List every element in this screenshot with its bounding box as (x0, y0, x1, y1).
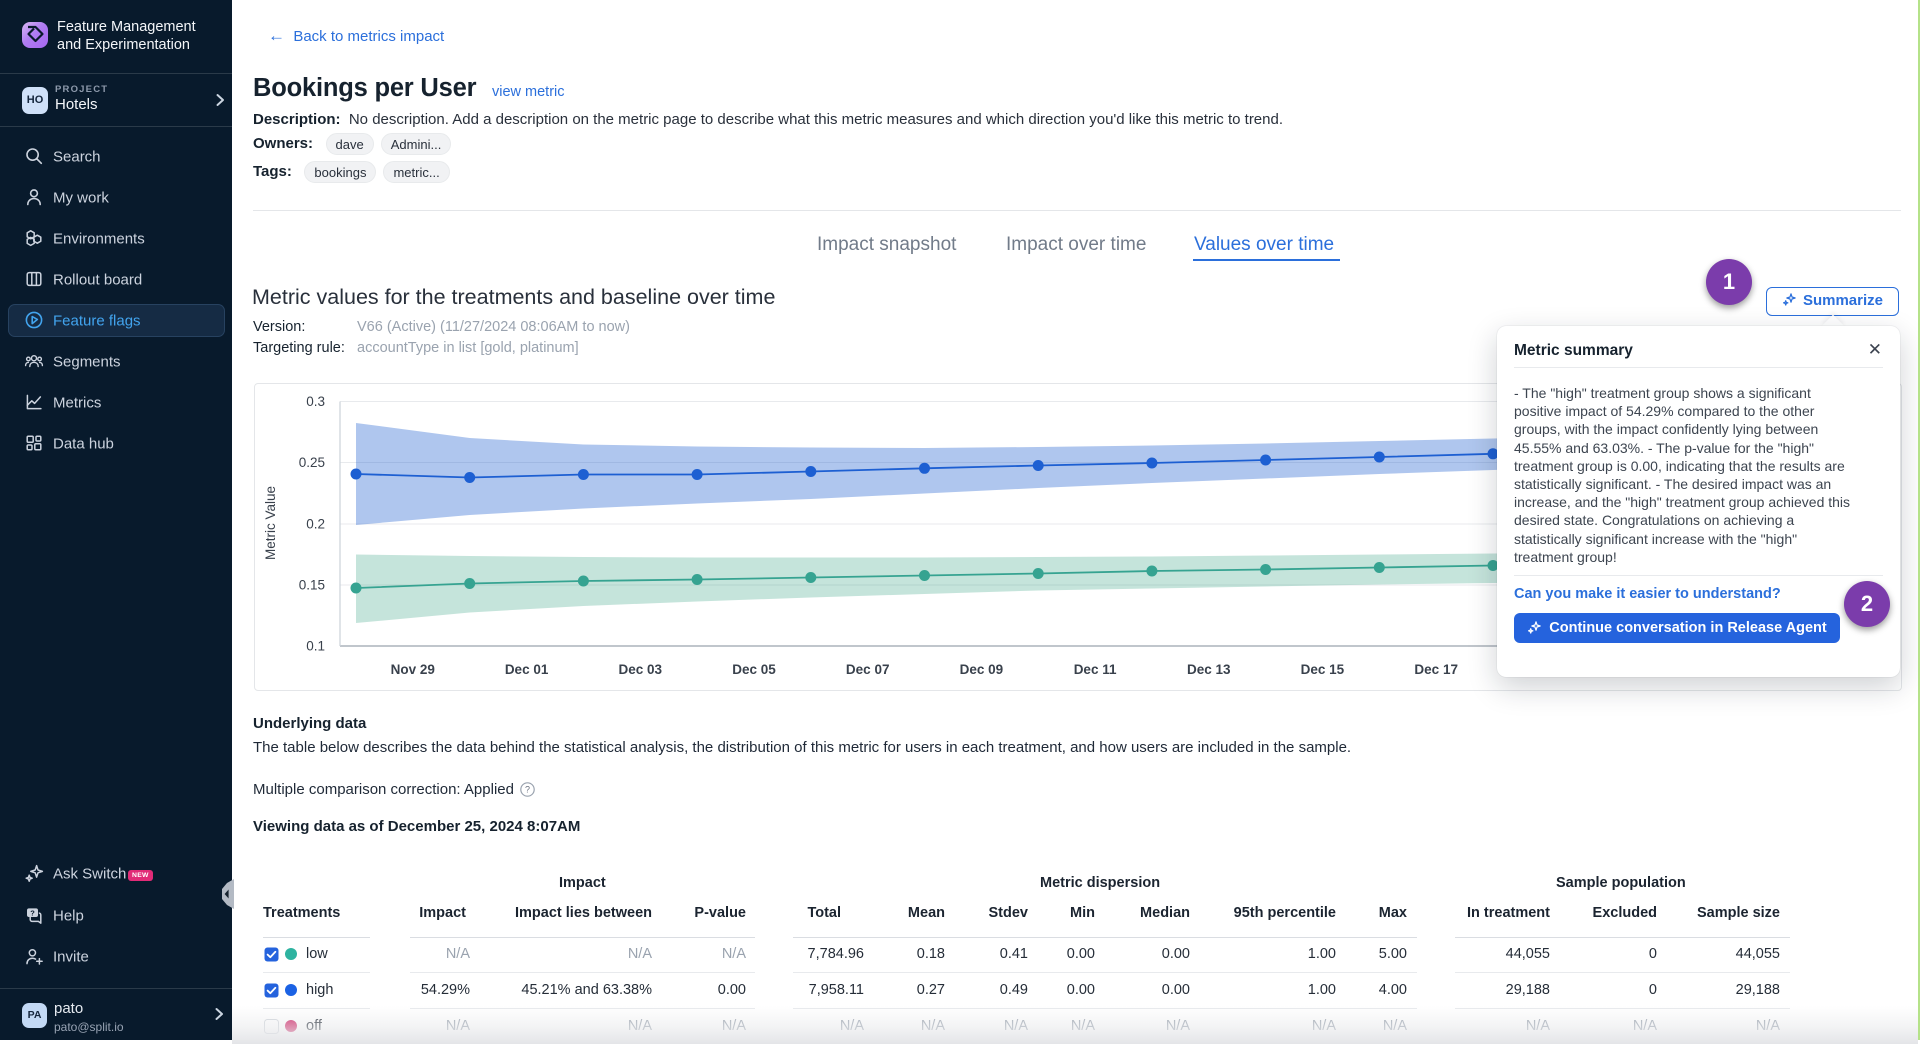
svg-text:Dec 07: Dec 07 (846, 662, 890, 677)
svg-text:?: ? (30, 908, 35, 917)
svg-text:Dec 03: Dec 03 (619, 662, 663, 677)
svg-text:Dec 05: Dec 05 (732, 662, 776, 677)
svg-text:0.15: 0.15 (299, 578, 325, 593)
svg-text:Dec 09: Dec 09 (960, 662, 1004, 677)
svg-text:Nov 29: Nov 29 (391, 662, 435, 677)
svg-text:Dec 17: Dec 17 (1414, 662, 1458, 677)
svg-text:Dec 15: Dec 15 (1301, 662, 1345, 677)
svg-text:Dec 13: Dec 13 (1187, 662, 1231, 677)
svg-text:0.1: 0.1 (306, 639, 325, 654)
svg-text:0.2: 0.2 (306, 517, 325, 532)
svg-text:0.25: 0.25 (299, 455, 325, 470)
svg-text:?: ? (525, 785, 530, 795)
svg-text:0.3: 0.3 (306, 394, 325, 409)
svg-text:Metric Value: Metric Value (263, 486, 278, 560)
svg-text:Dec 01: Dec 01 (505, 662, 549, 677)
svg-text:Dec 11: Dec 11 (1074, 662, 1117, 677)
